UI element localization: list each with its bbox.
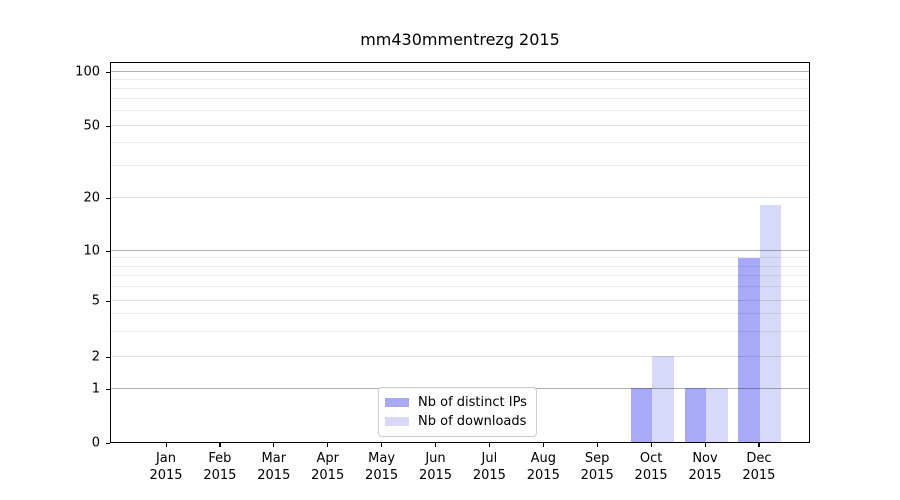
x-tick-label-feb: Feb 2015 <box>188 450 252 484</box>
x-tick-year: 2015 <box>203 468 237 483</box>
minor-gridline-90 <box>111 78 809 80</box>
y-tick-mark-20 <box>106 197 110 199</box>
x-tick-label-sep: Sep 2015 <box>565 450 629 484</box>
gridline-5 <box>111 299 809 301</box>
legend-label-distinct-ips: Nb of distinct IPs <box>418 395 527 410</box>
x-tick-year: 2015 <box>365 468 399 483</box>
chart-title: mm430mmentrezg 2015 <box>360 30 560 49</box>
x-tick-mark-dec <box>758 443 760 447</box>
minor-gridline-4 <box>111 313 809 315</box>
gridline-100 <box>111 70 809 72</box>
y-tick-mark-100 <box>106 71 110 73</box>
legend-label-downloads: Nb of downloads <box>418 414 527 429</box>
x-tick-label-dec: Dec 2015 <box>727 450 791 484</box>
y-tick-mark-5 <box>106 300 110 302</box>
x-tick-month: Jun <box>425 451 446 466</box>
y-tick-mark-0 <box>106 442 110 444</box>
x-tick-mark-apr <box>327 443 329 447</box>
x-tick-month: Aug <box>530 451 556 466</box>
x-tick-mark-aug <box>542 443 544 447</box>
legend-row-downloads: Nb of downloads <box>385 412 527 431</box>
plot-area: Nb of distinct IPs Nb of downloads <box>110 62 810 443</box>
bar-distinct-ips-dec <box>738 257 760 442</box>
x-tick-month: Feb <box>208 451 232 466</box>
bar-downloads-dec <box>759 205 782 442</box>
minor-gridline-9 <box>111 257 809 259</box>
minor-gridline-7 <box>111 275 809 277</box>
x-tick-label-jun: Jun 2015 <box>404 450 468 484</box>
y-tick-label-50: 50 <box>83 118 100 134</box>
x-tick-label-jul: Jul 2015 <box>457 450 521 484</box>
x-tick-year: 2015 <box>257 468 291 483</box>
y-tick-mark-50 <box>106 125 110 127</box>
x-tick-month: Sep <box>584 451 610 466</box>
x-tick-mark-may <box>381 443 383 447</box>
gridline-50 <box>111 124 809 126</box>
x-tick-mark-nov <box>704 443 706 447</box>
x-tick-year: 2015 <box>418 468 453 483</box>
y-tick-label-20: 20 <box>83 190 100 206</box>
x-tick-label-apr: Apr 2015 <box>296 450 360 484</box>
x-tick-month: Oct <box>639 451 663 466</box>
x-tick-mark-jun <box>435 443 437 447</box>
y-tick-label-0: 0 <box>91 435 100 451</box>
x-tick-year: 2015 <box>742 468 776 483</box>
x-tick-mark-jan <box>165 443 167 447</box>
bar-downloads-oct <box>652 356 674 442</box>
minor-gridline-8 <box>111 265 809 267</box>
minor-gridline-60 <box>111 110 809 112</box>
minor-gridline-3 <box>111 330 809 332</box>
x-tick-month: Nov <box>692 451 718 466</box>
gridline-20 <box>111 196 809 198</box>
y-tick-label-2: 2 <box>91 349 100 365</box>
y-tick-label-5: 5 <box>91 293 100 309</box>
x-tick-label-may: May 2015 <box>350 450 414 484</box>
gridline-10 <box>111 249 809 251</box>
x-tick-year: 2015 <box>526 468 560 483</box>
x-tick-month: Jan <box>155 451 177 466</box>
x-tick-label-oct: Oct 2015 <box>619 450 683 484</box>
x-tick-month: May <box>368 451 396 466</box>
x-tick-month: Mar <box>261 451 287 466</box>
x-tick-label-nov: Nov 2015 <box>673 450 737 484</box>
x-tick-year: 2015 <box>472 468 506 483</box>
x-tick-month: Apr <box>316 451 339 466</box>
x-tick-mark-mar <box>273 443 275 447</box>
x-tick-mark-feb <box>219 443 221 447</box>
x-tick-month: Dec <box>746 451 772 466</box>
bar-distinct-ips-nov <box>684 388 706 442</box>
x-tick-year: 2015 <box>149 468 183 483</box>
minor-gridline-40 <box>111 142 809 144</box>
y-tick-mark-10 <box>106 250 110 252</box>
y-tick-label-100: 100 <box>75 64 100 80</box>
legend-row-distinct-ips: Nb of distinct IPs <box>385 393 527 412</box>
y-tick-mark-2 <box>106 356 110 358</box>
bar-distinct-ips-oct <box>630 388 653 442</box>
bar-downloads-nov <box>706 388 728 442</box>
x-tick-mark-jul <box>488 443 491 447</box>
x-tick-label-mar: Mar 2015 <box>242 450 306 484</box>
x-tick-mark-sep <box>596 443 598 447</box>
y-tick-mark-1 <box>106 388 110 390</box>
x-tick-year: 2015 <box>580 468 614 483</box>
minor-gridline-30 <box>111 164 809 166</box>
legend-swatch-downloads <box>385 417 409 426</box>
legend: Nb of distinct IPs Nb of downloads <box>378 387 537 437</box>
minor-gridline-6 <box>111 286 809 288</box>
gridline-2 <box>111 355 809 357</box>
x-tick-year: 2015 <box>634 468 668 483</box>
minor-gridline-70 <box>111 98 809 100</box>
y-tick-label-1: 1 <box>91 381 100 397</box>
x-tick-label-jan: Jan 2015 <box>134 450 198 484</box>
legend-swatch-distinct-ips <box>385 398 409 407</box>
y-tick-label-10: 10 <box>83 243 100 259</box>
x-tick-year: 2015 <box>311 468 345 483</box>
x-tick-year: 2015 <box>688 468 722 483</box>
minor-gridline-80 <box>111 87 809 89</box>
x-tick-label-aug: Aug 2015 <box>511 450 575 484</box>
x-tick-month: Jul <box>481 451 498 466</box>
x-tick-mark-oct <box>650 443 652 447</box>
